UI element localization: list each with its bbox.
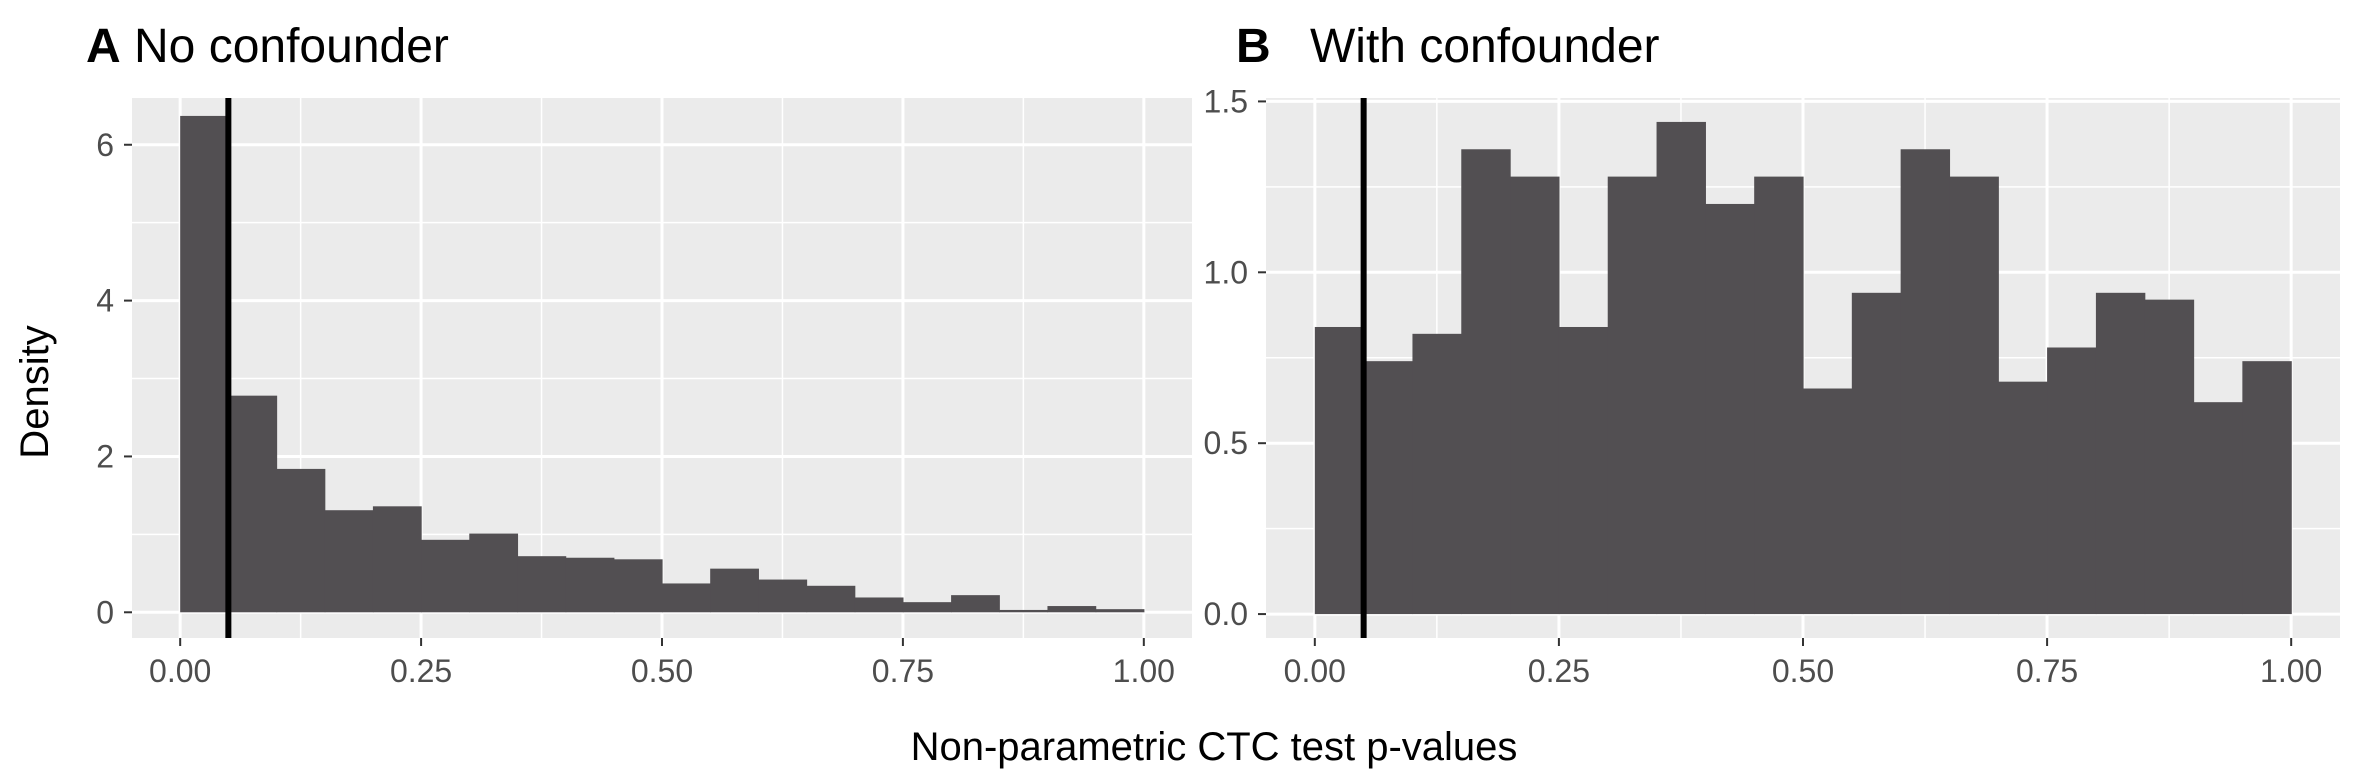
- panel-a-x-tick-label: 1.00: [1113, 653, 1175, 689]
- panel-b-bar: [1314, 326, 1365, 615]
- panel-a-bar: [854, 597, 904, 613]
- panel-b-y-tick-label: 1.5: [1204, 83, 1248, 119]
- panel-b-bar: [1998, 381, 2048, 615]
- panel-a-bar: [758, 579, 808, 613]
- panel-a-y-tick-label: 0: [96, 594, 114, 630]
- panel-b-bar: [1656, 121, 1706, 615]
- panel-b-bar: [2047, 347, 2097, 615]
- panel-a-bar: [710, 568, 759, 613]
- panel-b-bars: [1314, 121, 2292, 615]
- panel-a-y-tick-label: 6: [96, 127, 114, 163]
- panel-b-bar: [1754, 176, 1804, 615]
- panel-a-bar: [228, 395, 278, 613]
- panel-a-bar: [421, 539, 470, 613]
- panel-a-bar: [999, 609, 1049, 613]
- panel-a-bar: [951, 595, 1000, 613]
- panel-a-bar: [324, 510, 374, 613]
- panel-a-bar: [565, 557, 615, 613]
- panel-a-y-tick-label: 4: [96, 283, 114, 319]
- panel-a-bar: [276, 468, 326, 613]
- panel-b-bar: [1949, 176, 1999, 615]
- panel-b-x-tick-label: 0.50: [1772, 653, 1834, 689]
- panel-a-bar: [1095, 609, 1145, 613]
- panel-b-tag: B: [1236, 20, 1271, 73]
- panel-b-ticks: 0.00 0.25 0.50 0.75 1.00 0.0 0.5 1.0 1.5: [1204, 83, 2323, 689]
- panel-a-bar: [662, 583, 711, 613]
- panel-a-bar: [372, 506, 422, 613]
- panel-b-bar: [1851, 292, 1902, 615]
- panel-b-bar: [1363, 361, 1414, 615]
- panel-b-bar: [1412, 333, 1462, 615]
- panel-a-y-tick-label: 2: [96, 438, 114, 474]
- panel-a: 0.00 0.25 0.50 0.75 1.00 0 2 4 6 A No confounder: [86, 20, 1192, 689]
- panel-a-x-tick-label: 0.00: [149, 653, 211, 689]
- panel-a-bars: [180, 115, 1145, 613]
- panel-a-bar: [806, 585, 856, 613]
- panel-a-bar: [517, 556, 567, 613]
- panel-b-bar: [2193, 402, 2243, 615]
- panel-b-bar: [2144, 299, 2195, 615]
- panel-b-bar: [2095, 292, 2146, 615]
- panel-b-x-tick-label: 0.00: [1284, 653, 1346, 689]
- panel-a-bar: [469, 533, 519, 613]
- panel-a-bar: [902, 602, 952, 613]
- panel-b-bar: [1900, 149, 1951, 615]
- panel-b-x-tick-label: 0.25: [1528, 653, 1590, 689]
- panel-a-ticks: 0.00 0.25 0.50 0.75 1.00 0 2 4 6: [96, 127, 1175, 689]
- panel-a-bar: [180, 115, 229, 613]
- panel-a-x-tick-label: 0.50: [631, 653, 693, 689]
- x-axis-title: Non-parametric CTC test p-values: [911, 725, 1518, 769]
- panel-b-bar: [1461, 149, 1511, 615]
- panel-b-x-tick-label: 0.75: [2016, 653, 2078, 689]
- panel-a-x-tick-label: 0.75: [872, 653, 934, 689]
- panel-b-bar: [1607, 176, 1658, 615]
- panel-b-bar: [1510, 176, 1560, 615]
- panel-b-y-tick-label: 0.5: [1204, 425, 1248, 461]
- panel-b-bar: [2242, 361, 2292, 615]
- panel-a-bar: [613, 559, 663, 613]
- y-axis-title: Density: [13, 325, 57, 458]
- panel-b: 0.00 0.25 0.50 0.75 1.00 0.0 0.5 1.0 1.5 B With …: [1204, 20, 2340, 689]
- panel-b-y-tick-label: 0.0: [1204, 596, 1248, 632]
- panel-a-tag: A: [86, 20, 121, 73]
- panel-a-bar: [1047, 606, 1097, 613]
- panel-b-title: With confounder: [1310, 20, 1660, 73]
- panel-b-y-tick-label: 1.0: [1204, 254, 1248, 290]
- panel-a-x-tick-label: 0.25: [390, 653, 452, 689]
- panel-b-bar: [1558, 326, 1609, 615]
- panel-b-x-tick-label: 1.00: [2260, 653, 2322, 689]
- panel-a-title: No confounder: [134, 20, 449, 73]
- panel-b-bar: [1705, 203, 1755, 615]
- panel-b-bar: [1803, 388, 1853, 615]
